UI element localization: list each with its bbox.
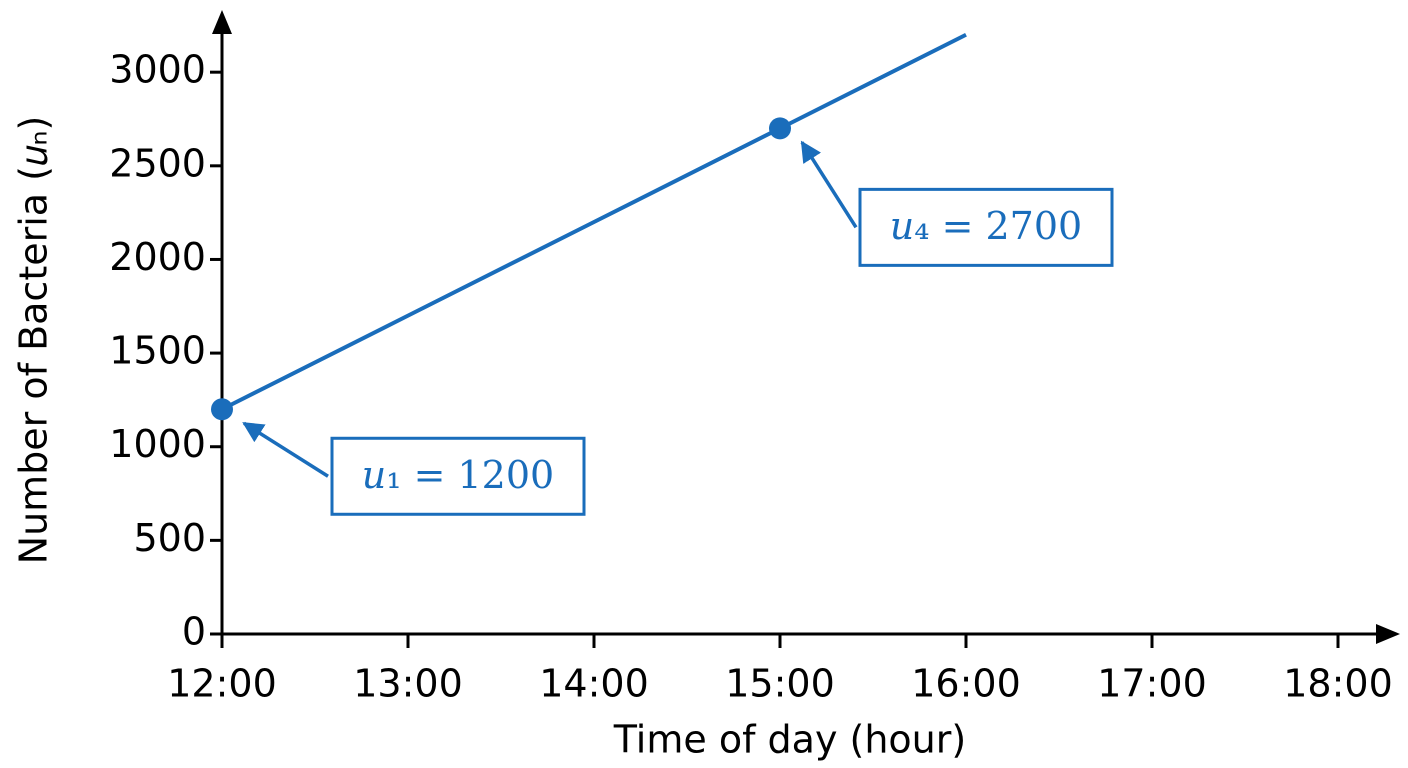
annotation-arrow [242,421,329,478]
y-tick-label: 3000 [109,48,206,92]
x-tick-label: 16:00 [911,662,1021,706]
annotation-point [769,117,791,140]
annotation-text: 𝑢₄ = 2700 [890,204,1082,248]
y-tick-label: 1500 [109,329,206,373]
x-tick-label: 17:00 [1097,662,1207,706]
y-tick-label: 2000 [109,235,206,279]
annotation-box [330,436,586,516]
x-axis-arrow [1376,624,1400,644]
x-tick-label: 14:00 [539,662,649,706]
y-tick-label: 500 [133,516,206,560]
annotation-point [211,398,233,421]
annotation-box [858,187,1114,267]
x-tick-label: 15:00 [725,662,835,706]
y-tick-label: 0 [182,610,206,654]
y-axis-arrow [212,10,232,34]
x-axis-title: Time of day (hour) [613,718,966,762]
x-tick-label: 18:00 [1283,662,1393,706]
y-axis-title: Number of Bacteria (𝑢ₙ) [12,116,56,565]
y-tick-label: 2500 [109,141,206,185]
data-line [221,32,967,412]
x-tick-label: 12:00 [167,662,277,706]
y-tick-label: 1000 [109,422,206,466]
annotation-text: 𝑢₁ = 1200 [362,453,554,497]
x-tick-label: 13:00 [353,662,463,706]
annotation-arrow [800,140,858,229]
